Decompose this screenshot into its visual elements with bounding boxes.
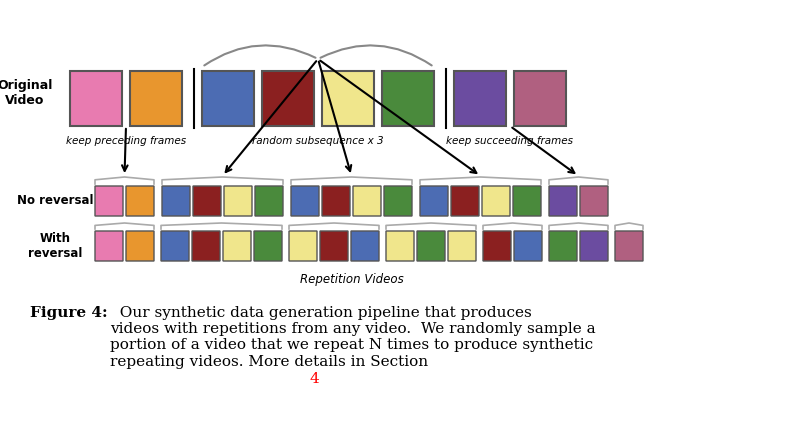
- FancyBboxPatch shape: [70, 71, 122, 126]
- FancyBboxPatch shape: [95, 231, 123, 261]
- FancyBboxPatch shape: [161, 231, 189, 261]
- Text: keep succeeding frames: keep succeeding frames: [447, 136, 573, 146]
- FancyBboxPatch shape: [483, 231, 511, 261]
- Text: With
reversal: With reversal: [28, 232, 82, 260]
- FancyBboxPatch shape: [382, 71, 434, 126]
- FancyBboxPatch shape: [549, 186, 577, 216]
- FancyBboxPatch shape: [353, 186, 381, 216]
- FancyBboxPatch shape: [126, 231, 154, 261]
- FancyBboxPatch shape: [224, 186, 252, 216]
- FancyBboxPatch shape: [202, 71, 254, 126]
- FancyBboxPatch shape: [615, 231, 643, 261]
- FancyBboxPatch shape: [223, 231, 251, 261]
- FancyBboxPatch shape: [386, 231, 414, 261]
- Text: Original
Video: Original Video: [0, 80, 53, 107]
- FancyBboxPatch shape: [580, 186, 608, 216]
- FancyBboxPatch shape: [514, 71, 566, 126]
- Text: Our synthetic data generation pipeline that produces
videos with repetitions fro: Our synthetic data generation pipeline t…: [110, 306, 595, 368]
- Text: Figure 4:: Figure 4:: [30, 306, 108, 320]
- FancyBboxPatch shape: [451, 186, 479, 216]
- FancyBboxPatch shape: [289, 231, 317, 261]
- FancyBboxPatch shape: [322, 71, 374, 126]
- FancyBboxPatch shape: [255, 186, 283, 216]
- FancyBboxPatch shape: [420, 186, 448, 216]
- FancyBboxPatch shape: [192, 231, 220, 261]
- Text: keep preceding frames: keep preceding frames: [66, 136, 186, 146]
- FancyBboxPatch shape: [126, 186, 154, 216]
- FancyBboxPatch shape: [162, 186, 190, 216]
- FancyBboxPatch shape: [320, 231, 348, 261]
- FancyBboxPatch shape: [95, 186, 123, 216]
- Text: Repetition Videos: Repetition Videos: [299, 273, 403, 286]
- FancyBboxPatch shape: [254, 231, 282, 261]
- FancyBboxPatch shape: [130, 71, 182, 126]
- FancyBboxPatch shape: [514, 231, 542, 261]
- FancyBboxPatch shape: [322, 186, 350, 216]
- FancyBboxPatch shape: [448, 231, 476, 261]
- FancyBboxPatch shape: [291, 186, 319, 216]
- FancyBboxPatch shape: [193, 186, 221, 216]
- FancyBboxPatch shape: [351, 231, 379, 261]
- Text: 4: 4: [310, 372, 320, 386]
- FancyBboxPatch shape: [482, 186, 510, 216]
- FancyBboxPatch shape: [384, 186, 412, 216]
- FancyBboxPatch shape: [513, 186, 541, 216]
- FancyBboxPatch shape: [549, 231, 577, 261]
- FancyBboxPatch shape: [417, 231, 445, 261]
- FancyBboxPatch shape: [262, 71, 314, 126]
- FancyBboxPatch shape: [454, 71, 506, 126]
- Text: No reversal: No reversal: [17, 195, 93, 207]
- Text: random subsequence x 3: random subsequence x 3: [252, 136, 384, 146]
- FancyBboxPatch shape: [580, 231, 608, 261]
